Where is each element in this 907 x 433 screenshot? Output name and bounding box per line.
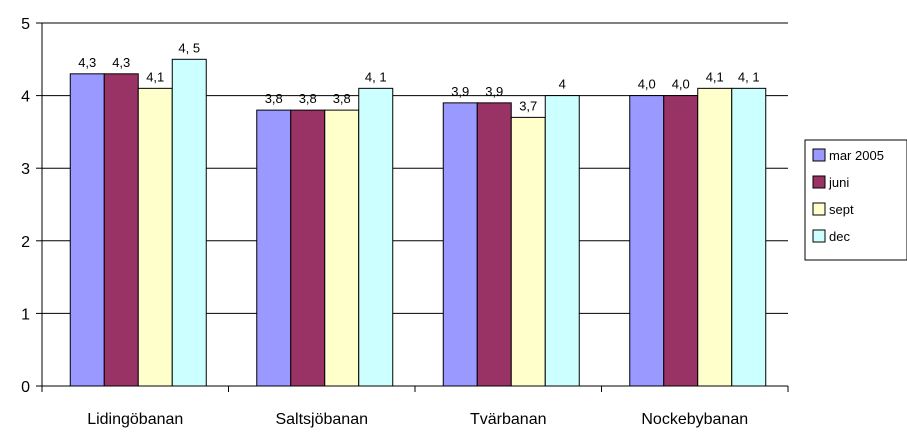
- y-tick-label: 4: [21, 89, 30, 106]
- bar-dec-Saltsjöbanan: [358, 87, 394, 387]
- data-label: 3,8: [265, 91, 283, 106]
- data-label: 3,9: [485, 84, 503, 99]
- legend-label: sept: [829, 202, 854, 217]
- bars: [69, 58, 767, 387]
- y-tick-label: 1: [21, 306, 30, 323]
- bar-mar-2005-Lidingöbanan: [69, 73, 105, 387]
- bar-sept-Saltsjöbanan: [324, 109, 360, 387]
- data-label: 4,0: [638, 77, 656, 92]
- legend-label: dec: [829, 229, 850, 244]
- data-label: 4: [559, 77, 566, 92]
- bar-juni-Nockebybanan: [663, 95, 699, 387]
- data-label: 4, 5: [178, 40, 200, 55]
- bar-dec-Tvärbanan: [544, 95, 580, 387]
- x-category-label: Tvärbanan: [470, 411, 547, 428]
- legend-swatch: [812, 202, 826, 216]
- bar-sept-Lidingöbanan: [137, 87, 173, 387]
- y-tick-label: 5: [21, 16, 30, 33]
- x-category-label: Nockebybanan: [641, 411, 748, 428]
- bar-dec-Nockebybanan: [731, 87, 767, 387]
- data-label: 3,8: [333, 91, 351, 106]
- legend-swatch: [812, 148, 826, 162]
- legend-label: mar 2005: [829, 148, 884, 163]
- y-tick-label: 0: [21, 379, 30, 396]
- x-category-label: Lidingöbanan: [87, 411, 183, 428]
- bar-mar-2005-Saltsjöbanan: [256, 109, 292, 387]
- data-label: 4,1: [706, 69, 724, 84]
- data-label: 3,7: [519, 98, 537, 113]
- bar-mar-2005-Nockebybanan: [629, 95, 665, 387]
- y-tick-label: 3: [21, 161, 30, 178]
- y-tick-labels: 0 1 2 3 4 5: [21, 16, 30, 396]
- bar-sept-Nockebybanan: [697, 87, 733, 387]
- legend-swatch: [812, 229, 826, 243]
- data-labels: 4,3 4,3 4,1 4, 5 3,8 3,8 3,8 4, 1 3,9 3,9 3,7 4 4,0 4…: [78, 40, 759, 113]
- bar-mar-2005-Tvärbanan: [442, 102, 478, 387]
- x-category-label: Saltsjöbanan: [275, 411, 368, 428]
- data-label: 4,3: [78, 55, 96, 70]
- bar-sept-Tvärbanan: [510, 116, 546, 387]
- bar-juni-Saltsjöbanan: [290, 109, 326, 387]
- bar-juni-Lidingöbanan: [103, 73, 139, 387]
- y-tick-label: 2: [21, 234, 30, 251]
- axes: [36, 22, 789, 392]
- data-label: 4, 1: [365, 69, 387, 84]
- data-label: 4, 1: [738, 69, 760, 84]
- data-label: 4,1: [146, 69, 164, 84]
- bar-dec-Lidingöbanan: [171, 58, 207, 387]
- bar-juni-Tvärbanan: [476, 102, 512, 387]
- x-category-labels: Lidingöbanan Saltsjöbanan Tvärbanan Nockeby…: [87, 411, 748, 428]
- legend: mar 2005 juni sept dec: [804, 139, 907, 261]
- data-label: 3,9: [451, 84, 469, 99]
- legend-label: juni: [828, 175, 849, 190]
- data-label: 3,8: [299, 91, 317, 106]
- legend-swatch: [812, 175, 826, 189]
- data-label: 4,0: [672, 77, 690, 92]
- data-label: 4,3: [112, 55, 130, 70]
